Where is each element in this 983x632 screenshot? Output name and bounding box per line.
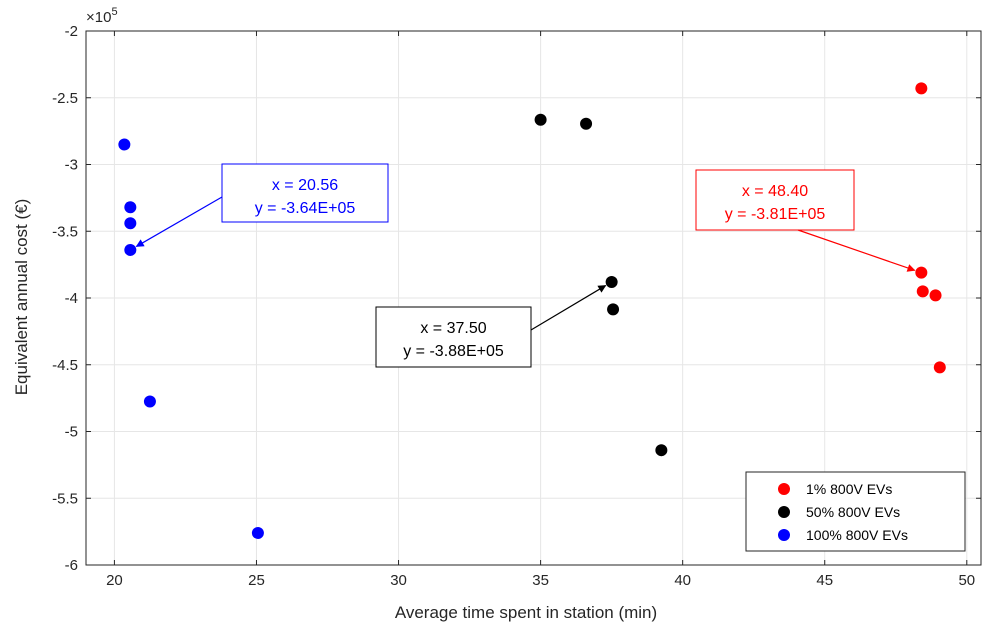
x-axis-label: Average time spent in station (min)	[395, 603, 657, 622]
data-tip-3: x = 37.50 y = -3.88E+05	[375, 285, 607, 368]
y-axis-label: Equivalent annual cost (€)	[12, 199, 31, 396]
data-points	[118, 82, 946, 539]
data-point	[655, 444, 668, 457]
tick-labels: 20 25 30 35 40 45 50 -6 -5.5 -5 -4.5 -4 -3.5 -3 -2.5 -2	[52, 23, 975, 589]
y-tick-label: -6	[65, 557, 78, 574]
x-tick-label: 40	[674, 572, 691, 589]
x-tick-label: 50	[958, 572, 975, 589]
x-tick-label: 30	[390, 572, 407, 589]
data-point	[124, 217, 137, 230]
data-point	[143, 395, 156, 408]
data-point	[605, 275, 618, 288]
data-tip-y: y = -3.64E+05	[255, 200, 356, 217]
legend-marker	[778, 483, 790, 495]
series-2	[534, 113, 668, 457]
exponent-base: ×10	[86, 9, 111, 26]
data-tip-x: x = 37.50	[420, 320, 486, 337]
data-tip-arrow	[530, 285, 607, 331]
data-tip-y: y = -3.81E+05	[725, 206, 826, 223]
legend-label: 100% 800V EVs	[806, 527, 908, 543]
data-point	[929, 289, 942, 302]
legend-marker	[778, 529, 790, 541]
x-tick-label: 20	[106, 572, 123, 589]
data-tip-box	[695, 169, 855, 231]
y-tick-label: -4	[65, 290, 78, 307]
data-tip-x: x = 20.56	[272, 177, 338, 194]
legend-marker	[778, 506, 790, 518]
data-tips: x = 20.56 y = -3.64E+05 x = 48.40 y = -3.81…	[135, 163, 916, 368]
exponent-power: 5	[111, 6, 117, 18]
data-point	[916, 285, 929, 298]
series-3	[118, 138, 264, 539]
data-tip-box	[221, 163, 389, 223]
data-point	[580, 117, 593, 130]
axis-exponent: ×105	[86, 6, 118, 26]
data-point	[118, 138, 131, 151]
legend-label: 50% 800V EVs	[806, 504, 900, 520]
y-tick-label: -5	[65, 424, 78, 441]
y-tick-label: -2	[65, 23, 78, 40]
y-tick-label: -2.5	[52, 90, 78, 107]
data-point	[607, 303, 620, 316]
data-point	[534, 113, 547, 126]
legend: 1% 800V EVs 50% 800V EVs 100% 800V EVs	[745, 471, 966, 552]
data-point	[933, 361, 946, 374]
y-tick-label: -4.5	[52, 357, 78, 374]
data-point	[124, 243, 137, 256]
data-tip-arrow	[135, 196, 223, 247]
axis-ticks	[86, 30, 981, 566]
y-tick-label: -3.5	[52, 223, 78, 240]
data-tip-y: y = -3.88E+05	[403, 343, 504, 360]
data-tip-1: x = 20.56 y = -3.64E+05	[135, 163, 389, 247]
series-1	[915, 82, 946, 374]
data-tip-arrow	[797, 229, 916, 272]
x-tick-label: 35	[532, 572, 549, 589]
data-point	[915, 82, 928, 95]
data-tip-x: x = 48.40	[742, 183, 808, 200]
data-point	[251, 526, 264, 539]
data-tip-box	[375, 306, 532, 368]
data-tip-2: x = 48.40 y = -3.81E+05	[695, 169, 916, 272]
x-tick-label: 25	[248, 572, 265, 589]
legend-label: 1% 800V EVs	[806, 481, 892, 497]
x-tick-label: 45	[816, 572, 833, 589]
y-tick-label: -5.5	[52, 490, 78, 507]
y-tick-label: -3	[65, 157, 78, 174]
data-point	[915, 266, 928, 279]
data-point	[124, 201, 137, 214]
